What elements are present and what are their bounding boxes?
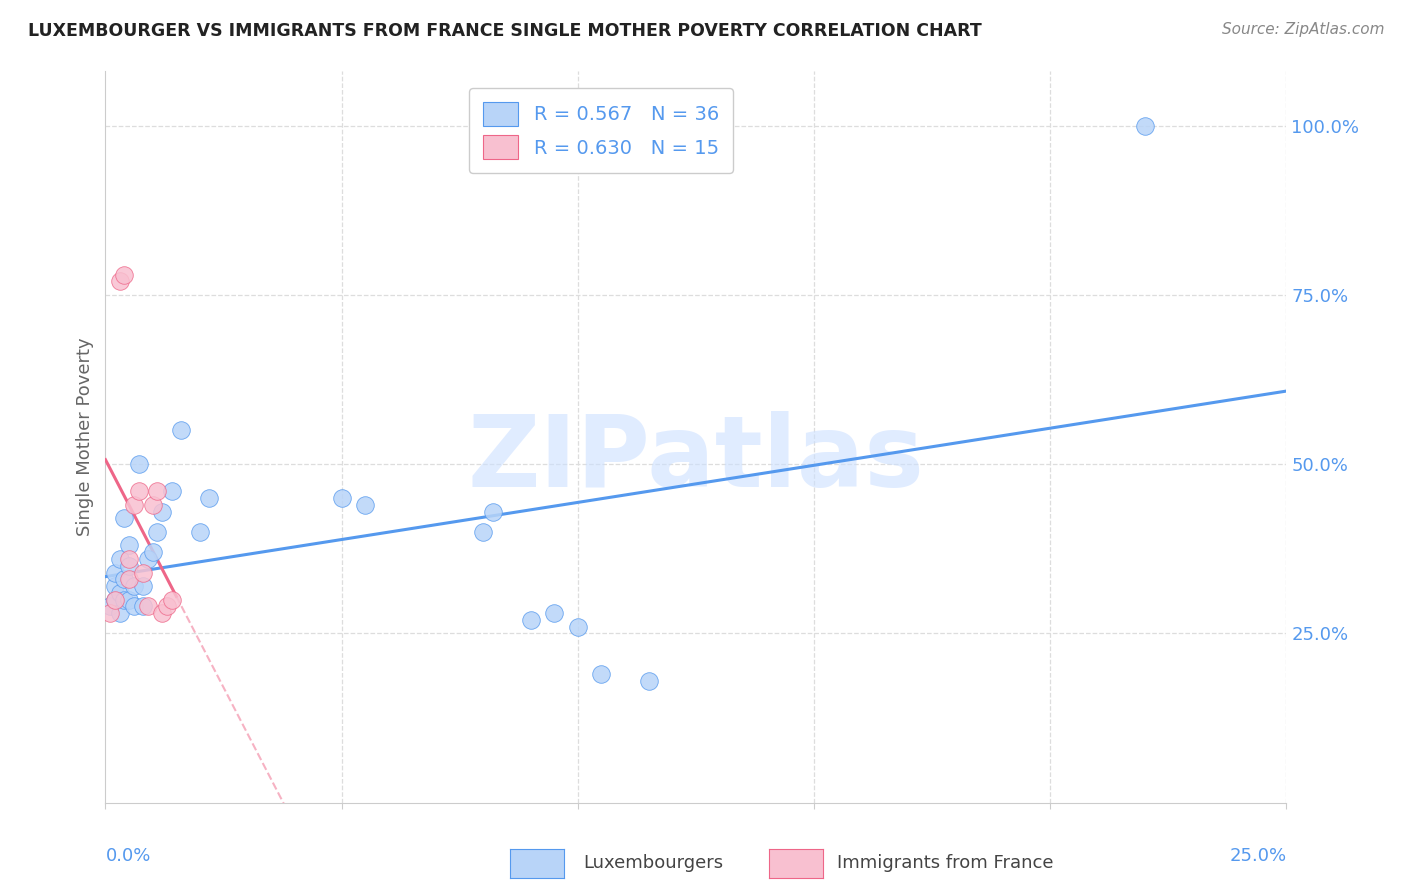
Point bbox=[198, 491, 221, 505]
Point bbox=[170, 423, 193, 437]
Point bbox=[150, 505, 173, 519]
Point bbox=[118, 552, 141, 566]
Text: ZIPatlas: ZIPatlas bbox=[468, 410, 924, 508]
Point bbox=[1133, 119, 1156, 133]
Point bbox=[132, 566, 155, 580]
Text: LUXEMBOURGER VS IMMIGRANTS FROM FRANCE SINGLE MOTHER POVERTY CORRELATION CHART: LUXEMBOURGER VS IMMIGRANTS FROM FRANCE S… bbox=[28, 22, 981, 40]
Point bbox=[637, 673, 659, 688]
Point bbox=[150, 606, 173, 620]
Point bbox=[108, 552, 131, 566]
Point bbox=[118, 572, 141, 586]
Point bbox=[128, 457, 150, 471]
Text: Source: ZipAtlas.com: Source: ZipAtlas.com bbox=[1222, 22, 1385, 37]
Point bbox=[122, 498, 145, 512]
Point bbox=[482, 505, 505, 519]
Point bbox=[591, 667, 613, 681]
Point bbox=[136, 599, 159, 614]
Point bbox=[519, 613, 541, 627]
Point bbox=[160, 484, 183, 499]
Point bbox=[104, 592, 127, 607]
Point bbox=[142, 498, 165, 512]
Point bbox=[112, 268, 135, 282]
Text: 25.0%: 25.0% bbox=[1229, 847, 1286, 864]
Text: Immigrants from France: Immigrants from France bbox=[837, 855, 1053, 872]
Point bbox=[188, 524, 211, 539]
Point bbox=[136, 552, 159, 566]
Text: Luxembourgers: Luxembourgers bbox=[583, 855, 724, 872]
Point bbox=[104, 566, 127, 580]
Point bbox=[472, 524, 495, 539]
Point bbox=[118, 538, 141, 552]
Point bbox=[122, 579, 145, 593]
Point bbox=[112, 511, 135, 525]
Point bbox=[132, 579, 155, 593]
Point bbox=[567, 620, 589, 634]
Point bbox=[108, 606, 131, 620]
Point bbox=[330, 491, 353, 505]
Point bbox=[98, 606, 121, 620]
Point bbox=[146, 524, 169, 539]
Y-axis label: Single Mother Poverty: Single Mother Poverty bbox=[76, 338, 94, 536]
Point bbox=[108, 274, 131, 288]
Point bbox=[160, 592, 183, 607]
Point bbox=[128, 484, 150, 499]
Legend: R = 0.567   N = 36, R = 0.630   N = 15: R = 0.567 N = 36, R = 0.630 N = 15 bbox=[470, 88, 733, 173]
Point bbox=[132, 599, 155, 614]
Point bbox=[156, 599, 179, 614]
Point bbox=[122, 599, 145, 614]
Point bbox=[354, 498, 377, 512]
Point bbox=[112, 572, 135, 586]
Point bbox=[98, 599, 121, 614]
Point bbox=[118, 592, 141, 607]
Point bbox=[142, 545, 165, 559]
Text: 0.0%: 0.0% bbox=[105, 847, 150, 864]
Point bbox=[146, 484, 169, 499]
Point bbox=[118, 558, 141, 573]
Point bbox=[104, 592, 127, 607]
Point bbox=[108, 586, 131, 600]
Point bbox=[112, 592, 135, 607]
Point bbox=[543, 606, 565, 620]
Point bbox=[104, 579, 127, 593]
